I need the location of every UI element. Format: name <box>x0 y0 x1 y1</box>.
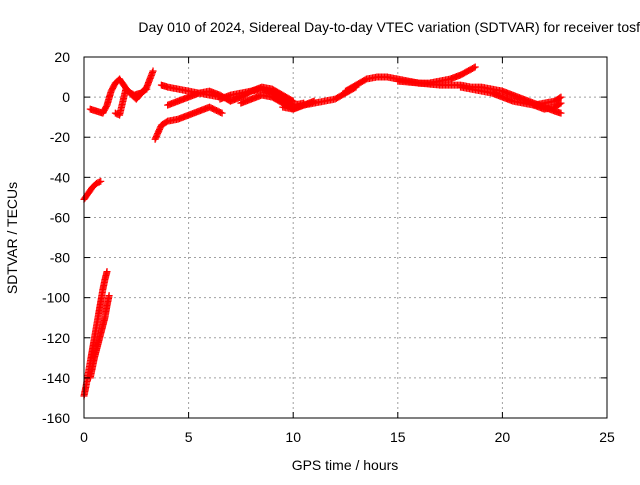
data-point <box>217 108 225 116</box>
chart-title: Day 010 of 2024, Sidereal Day-to-day VTE… <box>138 19 640 35</box>
grid-layer <box>84 57 607 418</box>
x-axis-label: GPS time / hours <box>292 457 399 473</box>
data-point <box>556 94 564 102</box>
data-point <box>105 292 113 300</box>
y-tick-label: -40 <box>50 169 70 185</box>
y-tick-label: 0 <box>62 89 70 105</box>
data-point <box>103 268 111 276</box>
y-tick-label: -120 <box>42 330 70 346</box>
x-tick-label: 15 <box>390 429 406 445</box>
data-point <box>556 100 564 108</box>
data-point <box>149 67 157 75</box>
data-point <box>557 99 565 107</box>
data-point <box>289 97 297 105</box>
series-markers <box>80 63 565 400</box>
plot-frame <box>83 56 608 419</box>
x-tick-label: 10 <box>285 429 301 445</box>
data-point <box>97 177 105 185</box>
data-point <box>471 63 479 71</box>
data-layer <box>80 63 565 400</box>
x-tick-label: 20 <box>495 429 511 445</box>
data-point <box>218 109 226 117</box>
y-tick-label: -140 <box>42 370 70 386</box>
x-tick-label: 5 <box>185 429 193 445</box>
y-tick-label: -60 <box>50 209 70 225</box>
data-point <box>557 93 565 101</box>
ticks-layer: 0 5 10 15 20 25 -160 -140 -120 -100 -80 -60 -40 -20 0 2… <box>42 49 615 445</box>
data-point <box>470 64 478 72</box>
data-point <box>95 178 103 186</box>
data-point <box>557 109 565 117</box>
data-point <box>288 96 296 104</box>
y-tick-label: -80 <box>50 250 70 266</box>
y-tick-label: -160 <box>42 410 70 426</box>
x-tick-label: 25 <box>599 429 615 445</box>
x-tick-label: 0 <box>80 429 88 445</box>
y-tick-label: -100 <box>42 290 70 306</box>
y-tick-label: 20 <box>54 49 70 65</box>
y-tick-label: -20 <box>50 129 70 145</box>
y-axis-label: SDTVAR / TECUs <box>4 182 20 294</box>
